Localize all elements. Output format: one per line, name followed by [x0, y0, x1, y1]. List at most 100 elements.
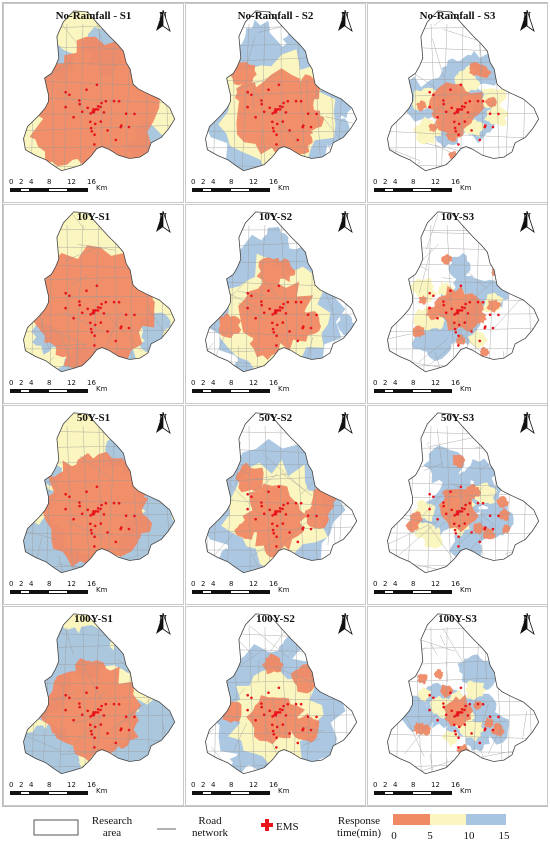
ems-station — [285, 714, 288, 717]
ems-station — [450, 308, 453, 311]
ems-station — [428, 493, 431, 496]
scale-unit: Km — [460, 184, 471, 192]
ems-station — [91, 532, 94, 535]
ems-station — [307, 514, 310, 517]
ems-station — [469, 100, 472, 103]
ems-station — [81, 111, 84, 114]
scale-tick-label: 12 — [249, 781, 258, 789]
ems-station — [268, 107, 271, 110]
ems-station — [453, 514, 456, 517]
scale-segment — [432, 590, 452, 594]
scale-tick-label: 8 — [229, 178, 233, 186]
scale-segment — [384, 590, 394, 594]
ems-station — [115, 742, 118, 745]
ems-station — [113, 100, 116, 103]
ems-station — [469, 502, 472, 505]
north-arrow-icon: N — [517, 412, 537, 446]
ems-station — [106, 129, 109, 132]
ems-station — [285, 111, 288, 114]
ems-station — [263, 513, 266, 516]
ems-station — [100, 102, 103, 105]
ems-station — [457, 535, 460, 538]
ems-station — [113, 703, 116, 706]
ems-station — [307, 313, 310, 316]
ems-station — [302, 727, 305, 730]
ems-station — [89, 715, 92, 718]
scale-segment — [68, 791, 88, 795]
ems-station — [453, 724, 456, 727]
tick-10: 10 — [462, 830, 476, 842]
scale-segment — [202, 389, 212, 393]
ems-station — [442, 501, 445, 504]
scale-segment — [20, 188, 30, 192]
ems-station — [100, 723, 103, 726]
tick-5: 5 — [425, 830, 435, 842]
ems-station — [464, 504, 467, 507]
ems-station — [93, 143, 96, 146]
scale-segment — [30, 188, 48, 192]
map-grid: No-Rainfall - S1N02481216KmNo-Rainfall -… — [2, 2, 548, 807]
ems-station — [482, 703, 485, 706]
ems-station — [64, 91, 67, 94]
scale-tick-label: 0 — [373, 781, 377, 789]
ems-station — [78, 706, 81, 709]
ems-station — [96, 687, 99, 690]
scale-tick-label: 2 — [201, 178, 205, 186]
ems-station — [453, 313, 456, 316]
ems-station — [461, 105, 464, 108]
ems-station — [260, 99, 263, 102]
ems-station — [453, 322, 456, 325]
ems-station — [449, 691, 452, 694]
ems-station — [272, 328, 275, 331]
ems-station — [454, 328, 457, 331]
ems-station — [97, 108, 100, 111]
scale-tick-label: 12 — [67, 781, 76, 789]
scale-segment — [10, 590, 20, 594]
scale-tick-label: 0 — [9, 379, 13, 387]
ems-station — [464, 705, 467, 708]
ems-station — [442, 304, 445, 307]
scale-segment — [394, 188, 412, 192]
ems-station — [310, 327, 313, 330]
ems-station — [120, 124, 123, 127]
ems-station — [260, 103, 263, 106]
ems-station — [456, 713, 459, 716]
ems-station — [295, 502, 298, 505]
ems-station — [90, 730, 93, 733]
ems-station — [442, 99, 445, 102]
ems-station — [86, 107, 89, 110]
ems-station — [103, 111, 106, 114]
north-arrow-icon: N — [153, 613, 173, 647]
ems-station — [106, 330, 109, 333]
scale-tick-label: 8 — [47, 379, 51, 387]
north-arrow-icon: N — [335, 211, 355, 245]
ems-station — [278, 486, 281, 489]
ems-station — [64, 508, 67, 511]
ems-station — [282, 102, 285, 105]
ems-station — [281, 307, 284, 310]
tick-15: 15 — [497, 830, 511, 842]
ems-station — [128, 528, 131, 531]
ems-station — [461, 510, 464, 513]
ems-station — [64, 106, 67, 109]
ems-station — [497, 113, 500, 116]
ems-station — [64, 709, 67, 712]
scale-tick-label: 16 — [269, 379, 278, 387]
ems-station — [85, 289, 88, 292]
ems-station — [315, 113, 318, 116]
scale-segment — [20, 389, 30, 393]
scale-segment — [394, 791, 412, 795]
ems-station — [91, 130, 94, 133]
ems-station — [455, 130, 458, 133]
ems-station — [246, 292, 249, 295]
scale-tick-label: 2 — [19, 379, 23, 387]
ems-station — [128, 729, 131, 732]
ems-station — [267, 289, 270, 292]
ems-station — [260, 702, 263, 705]
scale-segment — [30, 590, 48, 594]
ems-station — [484, 124, 487, 127]
ems-station — [78, 304, 81, 307]
ems-station — [271, 112, 274, 115]
